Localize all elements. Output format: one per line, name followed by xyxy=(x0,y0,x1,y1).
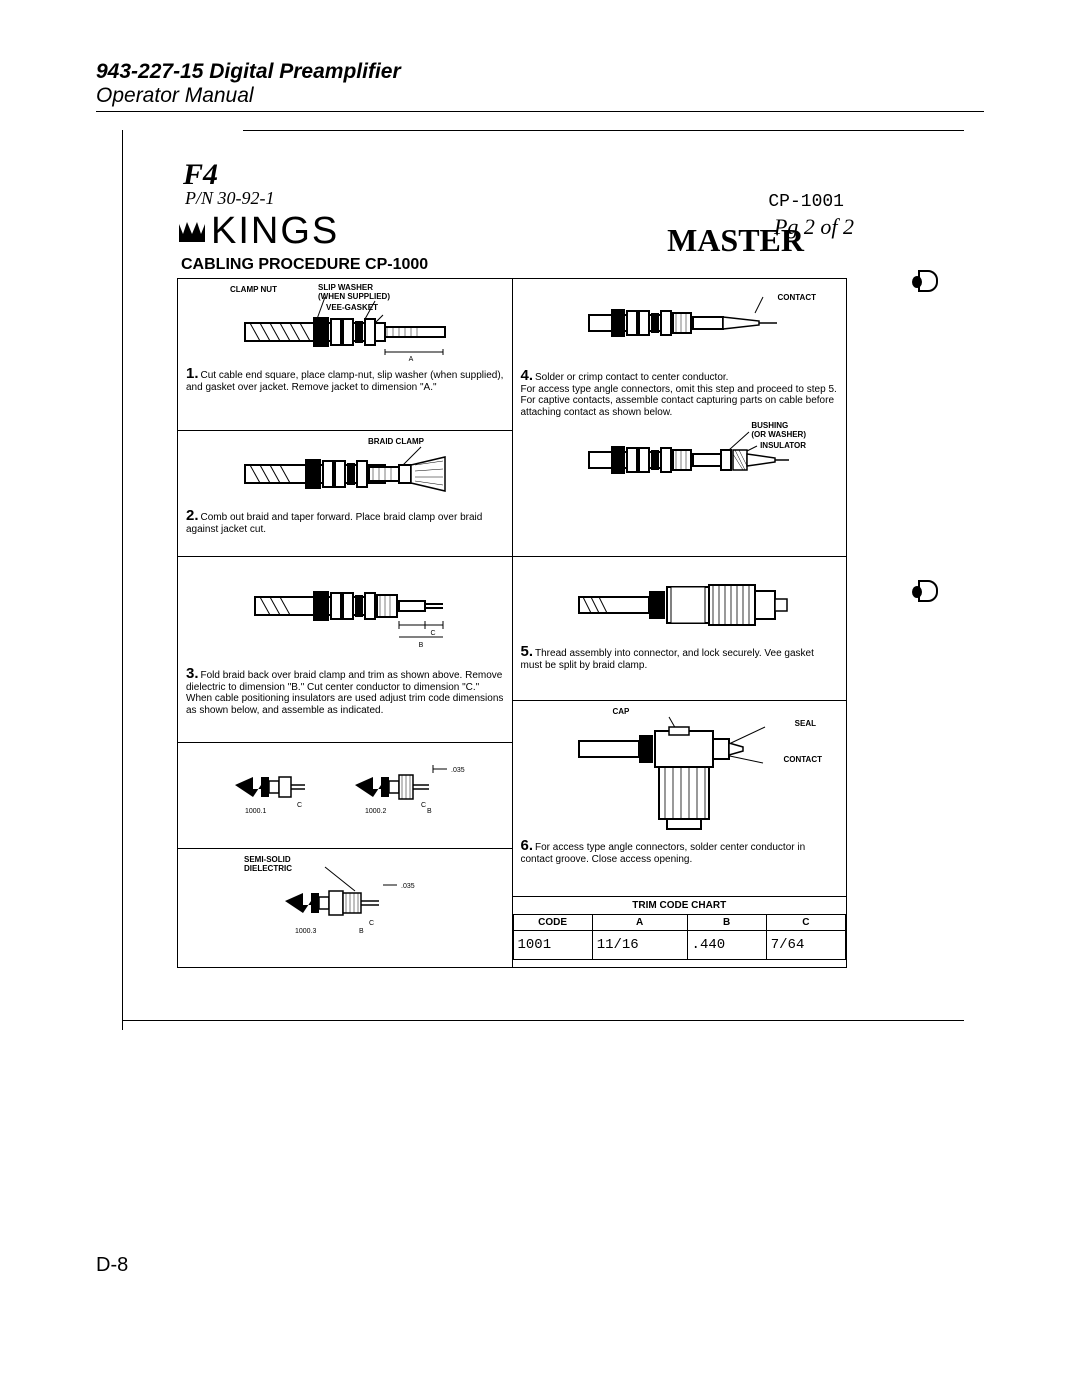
trim-chart-row: 1001 11/16 .440 7/64 xyxy=(513,931,846,960)
step-2-panel: BRAID CLAMP xyxy=(178,431,512,557)
vee-gasket-label: VEE-GASKET xyxy=(326,303,378,312)
step-1-panel: CLAMP NUT SLIP WASHER (WHEN SUPPLIED) VE… xyxy=(178,279,512,431)
step-6-num: 6. xyxy=(521,837,534,854)
trim-1000-3-panel: SEMI-SOLID DIELECTRIC .035 1000.3 xyxy=(178,849,512,967)
trim-codes-panel: 1000.1 C 1000.2 C .035 xyxy=(178,743,512,849)
seal-label: SEAL xyxy=(795,719,816,728)
svg-text:.035: .035 xyxy=(401,883,415,890)
contact-label-2: CONTACT xyxy=(783,755,822,764)
step-4-panel: CONTACT xyxy=(513,279,847,557)
step-2-num: 2. xyxy=(186,507,199,524)
chart-col-b: B xyxy=(687,915,766,931)
right-column: CONTACT xyxy=(513,278,848,968)
step-3-diagram: C B xyxy=(225,569,465,649)
trim-chart-table: CODE A B C 1001 11/16 .440 7/64 xyxy=(513,915,847,960)
svg-text:.035: .035 xyxy=(451,767,465,774)
brand-name: KINGS xyxy=(211,210,339,252)
svg-text:C: C xyxy=(297,802,302,809)
svg-text:1000.1: 1000.1 xyxy=(245,808,267,815)
doc-title: 943-227-15 Digital Preamplifier xyxy=(96,60,984,84)
step-4-num: 4. xyxy=(521,367,534,384)
punch-hole-icon xyxy=(918,580,938,602)
step-3-num: 3. xyxy=(186,665,199,682)
doc-subtitle: Operator Manual xyxy=(96,84,984,112)
left-column: CLAMP NUT SLIP WASHER (WHEN SUPPLIED) VE… xyxy=(177,278,513,968)
svg-text:A: A xyxy=(408,356,413,361)
trim-chart-header: CODE A B C xyxy=(513,915,846,931)
step-2-diagram xyxy=(225,443,465,503)
step-3-panel: C B 3.Fold braid back over braid clamp a… xyxy=(178,557,512,743)
svg-text:B: B xyxy=(418,642,423,649)
cap-label: CAP xyxy=(613,707,630,716)
brand-logo: KINGS xyxy=(177,210,339,254)
cell-c: 7/64 xyxy=(766,931,845,960)
cell-b: .440 xyxy=(687,931,766,960)
svg-text:C: C xyxy=(421,802,426,809)
cell-a: 11/16 xyxy=(592,931,687,960)
svg-text:1000.2: 1000.2 xyxy=(365,808,387,815)
trim-1000-1-2: 1000.1 C 1000.2 C .035 xyxy=(215,755,475,815)
page-number: D-8 xyxy=(96,1254,128,1277)
procedure-columns: CLAMP NUT SLIP WASHER (WHEN SUPPLIED) VE… xyxy=(177,278,847,968)
chart-col-c: C xyxy=(766,915,845,931)
step-6-panel: CAP SEAL CONTACT xyxy=(513,701,847,897)
svg-text:C: C xyxy=(369,920,374,927)
handwriting-pn: P/N 30-92-1 xyxy=(185,188,275,209)
step-4-diagram-a xyxy=(559,291,799,351)
bushing-label: BUSHING (OR WASHER) xyxy=(751,421,806,439)
step-1-diagram: A xyxy=(225,291,465,361)
step-2-text: 2.Comb out braid and taper forward. Plac… xyxy=(186,507,504,536)
svg-text:B: B xyxy=(359,928,364,935)
step-4-text: 4.Solder or crimp contact to center cond… xyxy=(521,355,839,418)
step-5-num: 5. xyxy=(521,643,534,660)
svg-text:B: B xyxy=(427,808,432,815)
contact-label: CONTACT xyxy=(777,293,816,302)
step-5-text: 5.Thread assembly into connector, and lo… xyxy=(521,643,839,672)
step-5-diagram xyxy=(559,569,799,639)
svg-text:1000.3: 1000.3 xyxy=(295,928,317,935)
cell-code: 1001 xyxy=(513,931,592,960)
procedure-title: CABLING PROCEDURE CP-1000 xyxy=(181,256,428,274)
chart-col-a: A xyxy=(592,915,687,931)
scan-frame: F4 P/N 30-92-1 KINGS CABLING PROCEDURE C… xyxy=(122,130,964,1030)
slip-washer-label: SLIP WASHER (WHEN SUPPLIED) xyxy=(318,283,390,301)
step-5-panel: 5.Thread assembly into connector, and lo… xyxy=(513,557,847,701)
semi-solid-label: SEMI-SOLID DIELECTRIC xyxy=(244,855,292,873)
bottom-rule xyxy=(122,1020,964,1021)
handwriting-pg: Pg 2 of 2 xyxy=(774,214,854,240)
svg-text:C: C xyxy=(430,630,435,637)
trim-chart-panel: TRIM CODE CHART CODE A B C 1001 11/16 .4… xyxy=(513,897,847,967)
insulator-label: INSULATOR xyxy=(760,441,806,450)
trim-chart-title: TRIM CODE CHART xyxy=(513,897,847,915)
cp-number: CP-1001 xyxy=(768,192,844,212)
step-1-text: 1.Cut cable end square, place clamp-nut,… xyxy=(186,365,504,394)
step-1-num: 1. xyxy=(186,365,199,382)
punch-hole-icon xyxy=(918,270,938,292)
step-6-text: 6.For access type angle connectors, sold… xyxy=(521,837,839,866)
step-6-diagram xyxy=(559,713,799,833)
step-3-text: 3.Fold braid back over braid clamp and t… xyxy=(186,653,504,716)
braid-clamp-label: BRAID CLAMP xyxy=(368,437,424,446)
crown-icon xyxy=(177,211,207,254)
handwriting-f4: F4 xyxy=(183,158,218,192)
chart-col-code: CODE xyxy=(513,915,592,931)
clamp-nut-label: CLAMP NUT xyxy=(230,285,277,294)
